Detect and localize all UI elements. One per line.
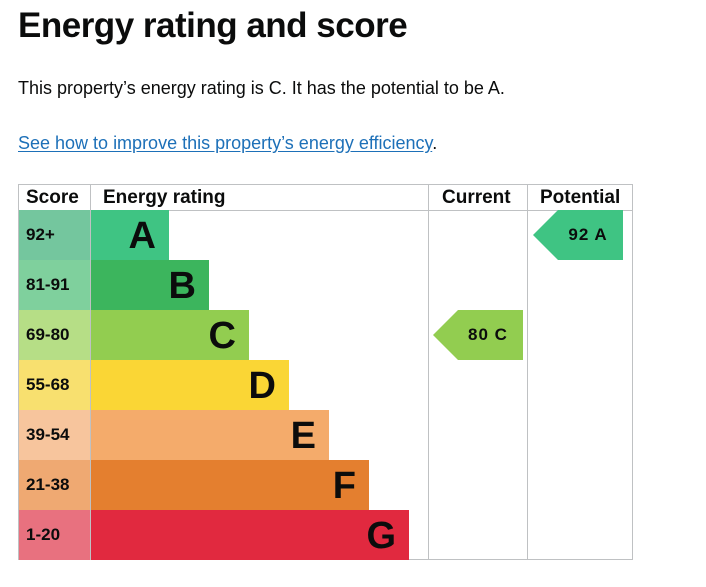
energy-rating-header: Energy rating (103, 187, 226, 208)
score-header: Score (26, 187, 79, 208)
band-score-range: 81-91 (19, 260, 90, 310)
band-score-range: 69-80 (19, 310, 90, 360)
band-score-range: 1-20 (19, 510, 90, 560)
band-score-range: 92+ (19, 210, 90, 260)
header-divider (19, 210, 632, 211)
band-letter: D (248, 365, 276, 407)
current-header: Current (442, 187, 511, 208)
band-letter: B (168, 265, 196, 307)
potential-rating-arrow-label: 92 A (568, 225, 608, 244)
band-bar-a: A (91, 210, 169, 260)
band-bar-f: F (91, 460, 369, 510)
band-letter: F (332, 465, 356, 507)
band-row-d: 55-68 D (19, 360, 428, 410)
band-letter: A (128, 215, 156, 257)
potential-header: Potential (540, 187, 621, 208)
current-rating-arrow: 80 C (433, 310, 523, 360)
divider-score (90, 185, 91, 559)
link-suffix: . (432, 133, 438, 153)
band-bar-g: G (91, 510, 409, 560)
band-row-g: 1-20 G (19, 510, 428, 560)
divider-potential (527, 185, 528, 559)
band-bar-e: E (91, 410, 329, 460)
band-score-range: 39-54 (19, 410, 90, 460)
band-bar-c: C (91, 310, 249, 360)
band-score-range: 21-38 (19, 460, 90, 510)
improve-link-line: See how to improve this property’s energ… (18, 131, 437, 155)
band-letter: C (208, 315, 236, 357)
potential-rating-arrow: 92 A (533, 210, 623, 260)
band-row-e: 39-54 E (19, 410, 428, 460)
band-row-b: 81-91 B (19, 260, 428, 310)
band-row-f: 21-38 F (19, 460, 428, 510)
band-bar-d: D (91, 360, 289, 410)
rating-summary: This property’s energy rating is C. It h… (18, 78, 505, 98)
divider-current (428, 185, 429, 559)
improve-efficiency-link[interactable]: See how to improve this property’s energ… (18, 133, 433, 153)
page-title: Energy rating and score (18, 6, 408, 45)
current-rating-arrow-label: 80 C (468, 325, 508, 344)
energy-rating-chart: Score Energy rating Current Potential 92… (18, 184, 633, 560)
band-row-c: 69-80 C (19, 310, 428, 360)
band-letter: G (366, 515, 396, 557)
band-letter: E (290, 415, 316, 457)
band-row-a: 92+ A (19, 210, 428, 260)
band-bar-b: B (91, 260, 209, 310)
band-score-range: 55-68 (19, 360, 90, 410)
